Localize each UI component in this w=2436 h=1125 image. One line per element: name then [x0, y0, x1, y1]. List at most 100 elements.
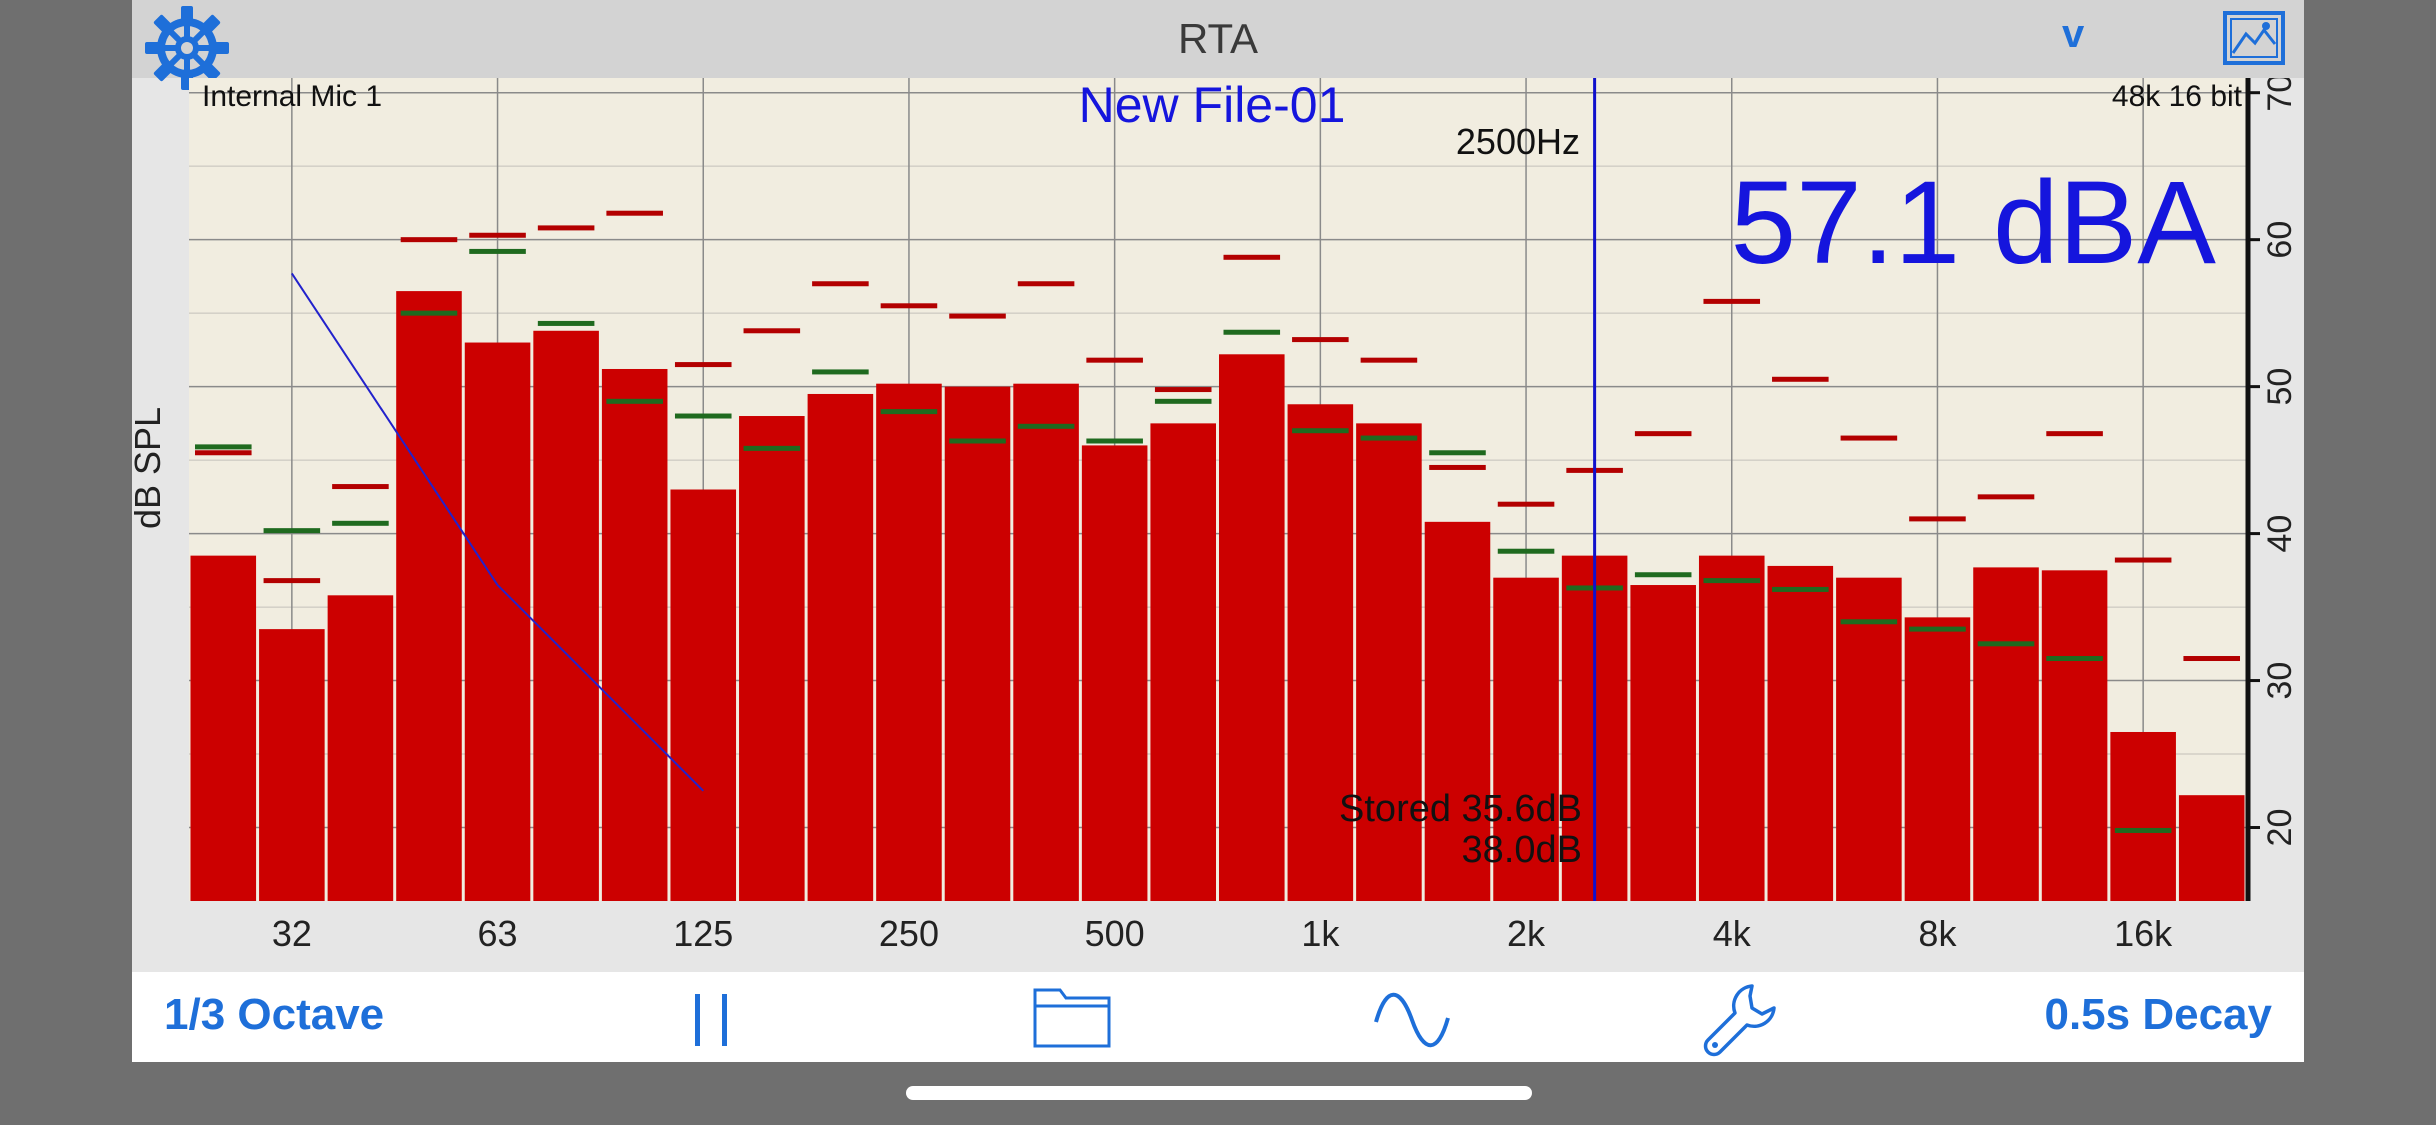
stored-marker: [2046, 656, 2103, 662]
folder-icon[interactable]: [1032, 984, 1112, 1050]
x-tick-label: 250: [879, 913, 939, 954]
peak-marker: [949, 313, 1006, 319]
stored-marker: [469, 248, 526, 254]
bar: [1767, 565, 1834, 901]
peak-marker: [812, 281, 869, 287]
stored-marker: [1017, 423, 1075, 429]
curve-line: [291, 272, 704, 792]
format-label: 48k 16 bit: [2112, 80, 2243, 113]
rta-chart[interactable]: 20 30 40 50 60 70 32 63 125 250 500 1k 2k 4k 8k 16k dB…: [132, 78, 2304, 972]
stored-marker: [1086, 438, 1143, 444]
x-tick-label: 2k: [1507, 913, 1546, 954]
peak-marker: [1017, 281, 1075, 287]
bar: [1013, 383, 1079, 902]
peak-marker: [2046, 431, 2103, 437]
peak-marker: [2183, 656, 2240, 662]
y-tick-label: 70: [2261, 78, 2299, 112]
peak-marker: [1977, 494, 2035, 500]
bar: [1150, 423, 1216, 901]
bar: [1081, 445, 1148, 901]
y-tick-label: 50: [2261, 368, 2299, 406]
stored-marker: [1360, 435, 1418, 441]
bar: [601, 368, 668, 902]
weighting-curve: [291, 272, 704, 792]
stored-marker: [880, 409, 938, 415]
peak-marker: [400, 237, 458, 243]
bar: [739, 416, 805, 901]
peak-marker: [1634, 431, 1692, 437]
app-title: RTA: [1177, 15, 1259, 62]
x-ticks: 32 63 125 250 500 1k 2k 4k 8k 16k: [272, 913, 2173, 954]
rta-app: RTA: [132, 0, 2304, 1062]
x-tick-label: 63: [478, 913, 518, 954]
sine-wave-icon[interactable]: [1372, 992, 1452, 1048]
peak-marker: [332, 484, 389, 490]
bar: [944, 386, 1011, 901]
bar: [2110, 731, 2176, 901]
y-ticks: 20 30 40 50 60 70: [2248, 78, 2299, 846]
bar: [1836, 577, 1902, 901]
bar: [533, 330, 599, 901]
bars: [190, 291, 2245, 902]
bar: [1493, 577, 1559, 901]
mic-label: Internal Mic 1: [202, 80, 382, 113]
stored-marker: [400, 310, 458, 316]
x-tick-label: 125: [673, 913, 733, 954]
decay-button[interactable]: 0.5s Decay: [2044, 990, 2272, 1039]
stored-marker: [1703, 578, 1761, 584]
stored-marker: [606, 398, 663, 404]
peak-marker: [1840, 435, 1898, 441]
peak-marker: [606, 210, 663, 216]
image-icon[interactable]: [2222, 10, 2286, 66]
bottom-toolbar: 1/3 Octave 0.5s Decay: [132, 972, 2304, 1062]
peak-marker: [263, 578, 321, 584]
bar: [1698, 555, 1765, 901]
peak-marker: [1909, 516, 1966, 522]
bar: [1287, 404, 1354, 901]
peak-marker: [1703, 298, 1761, 304]
octave-button[interactable]: 1/3 Octave: [164, 990, 385, 1039]
stored-marker: [1634, 572, 1692, 578]
pause-icon[interactable]: [687, 990, 737, 1050]
wrench-icon[interactable]: [1702, 980, 1782, 1060]
bar: [1356, 423, 1422, 901]
x-tick-label: 1k: [1301, 913, 1340, 954]
stored-marker: [1154, 398, 1212, 404]
bar: [259, 629, 325, 901]
bar: [876, 383, 942, 902]
stored-marker: [1977, 641, 2035, 647]
bar: [1424, 521, 1491, 901]
peak-marker: [1223, 254, 1281, 260]
x-tick-label: 32: [272, 913, 312, 954]
peak-marker: [1429, 464, 1486, 470]
version-button[interactable]: v: [2062, 12, 2085, 56]
cursor-frequency: 2500Hz: [1456, 121, 1580, 162]
stored-markers: [195, 248, 2172, 833]
bar: [1904, 617, 1971, 901]
bar: [1630, 585, 1696, 901]
peak-marker: [1086, 357, 1143, 363]
stored-marker: [332, 520, 389, 526]
bar: [190, 555, 257, 901]
stored-marker: [1429, 450, 1486, 456]
bar: [464, 342, 531, 901]
gear-icon[interactable]: [142, 3, 232, 93]
bar: [327, 595, 394, 901]
y-tick-label: 20: [2261, 809, 2299, 847]
home-indicator[interactable]: [906, 1086, 1532, 1100]
peak-marker: [1772, 376, 1829, 382]
stored-marker: [1840, 619, 1898, 625]
x-tick-label: 8k: [1918, 913, 1957, 954]
x-tick-label: 16k: [2114, 913, 2173, 954]
bar: [807, 393, 874, 901]
stored-readout: Stored 35.6dB: [1339, 788, 1582, 830]
stored-marker: [743, 445, 801, 451]
peak-marker: [880, 303, 938, 309]
peak-marker: [1292, 337, 1349, 343]
stored-marker: [263, 528, 321, 534]
peak-marker: [195, 450, 252, 456]
peak-marker: [537, 225, 595, 231]
peak-markers: [195, 210, 2240, 662]
peak-marker: [2114, 557, 2172, 563]
x-tick-label: 500: [1085, 913, 1145, 954]
